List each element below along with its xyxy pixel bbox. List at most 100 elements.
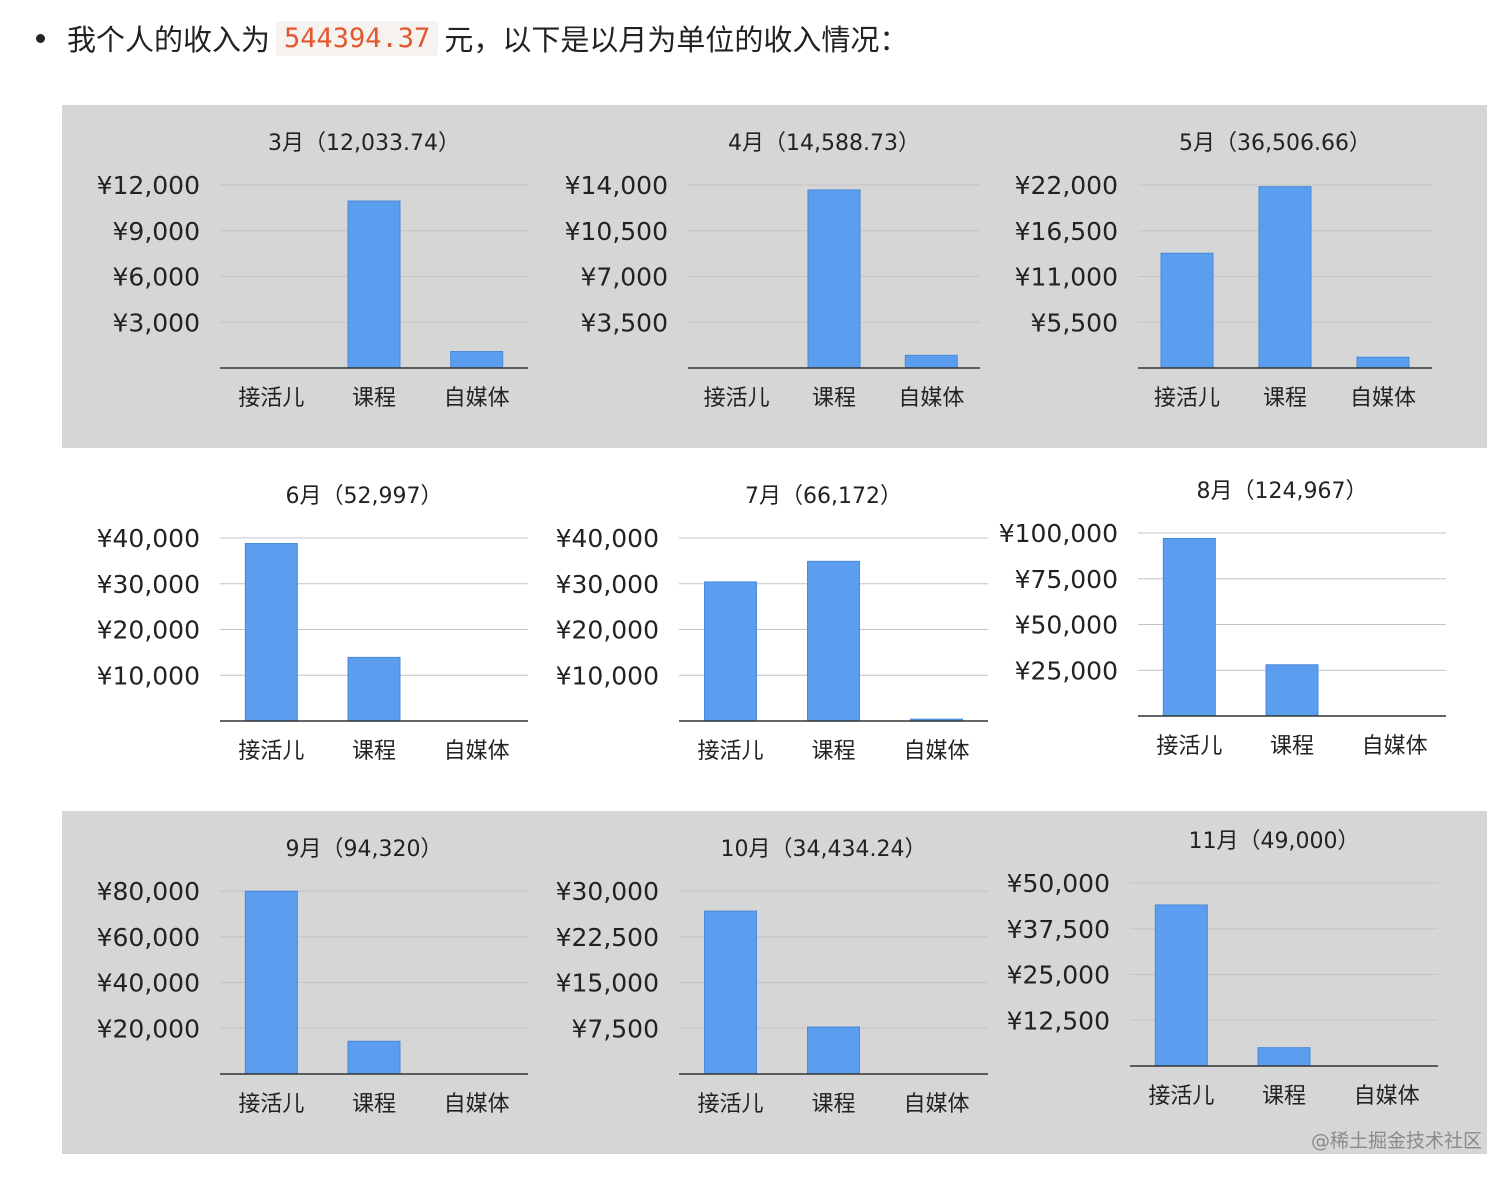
y-tick-label: ¥37,500: [1007, 915, 1110, 944]
y-tick-label: ¥16,500: [1015, 217, 1118, 246]
x-tick-label: 接活儿: [704, 386, 770, 411]
y-tick-label: ¥50,000: [1015, 611, 1118, 640]
y-tick-label: ¥25,000: [1015, 656, 1118, 685]
y-tick-label: ¥40,000: [97, 524, 200, 553]
x-tick-label: 自媒体: [903, 1092, 969, 1117]
bar-课程: [347, 656, 401, 722]
y-tick-label: ¥22,500: [556, 923, 659, 952]
y-tick-label: ¥20,000: [556, 616, 659, 645]
x-tick-label: 课程: [1262, 1084, 1306, 1109]
bar-课程: [1257, 1047, 1311, 1067]
bar-接活儿: [244, 542, 298, 722]
income-amount: 544394.37: [276, 20, 439, 56]
y-tick-label: ¥7,000: [581, 263, 668, 292]
x-tick-label: 自媒体: [444, 1092, 510, 1117]
bar-chart-3: 5月（36,506.66） ¥22,000 ¥16,500 ¥11,000 ¥5,500…: [1010, 120, 1442, 418]
bar-自媒体: [1356, 356, 1410, 369]
bar-接活儿: [704, 910, 757, 1075]
y-tick-label: ¥12,000: [97, 171, 200, 200]
chart-title: 10月（34,434.24）: [721, 837, 927, 862]
x-tick-label: 课程: [812, 386, 856, 411]
y-tick-label: ¥3,000: [113, 308, 200, 337]
x-tick-label: 自媒体: [444, 739, 510, 764]
y-tick-label: ¥30,000: [97, 570, 200, 599]
bar-chart-svg: 5月（36,506.66） ¥22,000 ¥16,500 ¥11,000 ¥5,500…: [1015, 131, 1432, 411]
x-tick-label: 接活儿: [238, 739, 304, 764]
x-tick-label: 自媒体: [444, 386, 510, 411]
bar-chart-6: 8月（124,967） ¥100,000 ¥75,000 ¥50,000 ¥25,000…: [999, 468, 1456, 766]
bar-chart-1: 3月（12,033.74） ¥12,000 ¥9,000 ¥6,000 ¥3,000 接活…: [95, 120, 538, 418]
bar-自媒体: [450, 351, 504, 369]
bar-课程: [1258, 186, 1312, 369]
bar-chart-svg: 3月（12,033.74） ¥12,000 ¥9,000 ¥6,000 ¥3,000 接活…: [97, 131, 528, 411]
x-tick-label: 课程: [811, 1092, 855, 1117]
chart-title: 11月（49,000）: [1189, 829, 1360, 854]
bar-chart-svg: 7月（66,172） ¥40,000 ¥30,000 ¥20,000 ¥10,000 接活…: [556, 484, 988, 764]
bar-chart-svg: 4月（14,588.73） ¥14,000 ¥10,500 ¥7,000 ¥3,500 接…: [565, 131, 980, 411]
x-tick-label: 课程: [352, 386, 396, 411]
bar-接活儿: [1154, 904, 1208, 1067]
y-tick-label: ¥11,000: [1015, 263, 1118, 292]
y-tick-label: ¥6,000: [113, 263, 200, 292]
chart-title: 3月（12,033.74）: [268, 131, 460, 156]
bar-chart-2: 4月（14,588.73） ¥14,000 ¥10,500 ¥7,000 ¥3,500 接…: [560, 120, 990, 418]
x-tick-label: 接活儿: [1148, 1084, 1214, 1109]
y-tick-label: ¥80,000: [97, 877, 200, 906]
y-tick-label: ¥30,000: [556, 570, 659, 599]
x-tick-label: 课程: [352, 1092, 396, 1117]
y-tick-label: ¥22,000: [1015, 171, 1118, 200]
y-tick-label: ¥12,500: [1007, 1006, 1110, 1035]
y-tick-label: ¥10,000: [556, 661, 659, 690]
intro-line: 我个人的收入为 544394.37 元，以下是以月为单位的收入情况：: [30, 14, 908, 62]
intro-suffix: 元，以下是以月为单位的收入情况：: [444, 23, 909, 57]
y-tick-label: ¥10,500: [565, 217, 668, 246]
bar-chart-9: 11月（49,000） ¥50,000 ¥37,500 ¥25,000 ¥12,500 接…: [1000, 818, 1448, 1116]
chart-title: 9月（94,320）: [286, 837, 443, 862]
bar-chart-svg: 9月（94,320） ¥80,000 ¥60,000 ¥40,000 ¥20,000 接活…: [97, 837, 528, 1117]
bar-chart-5: 7月（66,172） ¥40,000 ¥30,000 ¥20,000 ¥10,000 接活…: [555, 473, 998, 771]
bar-chart-7: 9月（94,320） ¥80,000 ¥60,000 ¥40,000 ¥20,000 接活…: [95, 826, 538, 1124]
y-tick-label: ¥75,000: [1015, 565, 1118, 594]
bar-chart-4: 6月（52,997） ¥40,000 ¥30,000 ¥20,000 ¥10,000 接活…: [95, 473, 538, 771]
x-tick-label: 自媒体: [1350, 386, 1416, 411]
y-tick-label: ¥40,000: [556, 524, 659, 553]
x-tick-label: 接活儿: [1154, 386, 1220, 411]
y-tick-label: ¥25,000: [1007, 961, 1110, 990]
bar-chart-svg: 8月（124,967） ¥100,000 ¥75,000 ¥50,000 ¥25,000…: [999, 479, 1446, 759]
bar-chart-svg: 6月（52,997） ¥40,000 ¥30,000 ¥20,000 ¥10,000 接活…: [97, 484, 528, 764]
y-tick-label: ¥5,500: [1031, 308, 1118, 337]
bar-接活儿: [244, 890, 298, 1075]
y-tick-label: ¥7,500: [572, 1014, 659, 1043]
y-tick-label: ¥20,000: [97, 616, 200, 645]
bar-chart-svg: 10月（34,434.24） ¥30,000 ¥22,500 ¥15,000 ¥7,50…: [556, 837, 988, 1117]
bar-课程: [1265, 664, 1319, 717]
intro-prefix: 我个人的收入为: [67, 23, 271, 57]
chart-title: 8月（124,967）: [1197, 479, 1368, 504]
x-tick-label: 接活儿: [697, 739, 763, 764]
bar-接活儿: [704, 581, 757, 722]
bar-课程: [347, 1040, 401, 1075]
y-tick-label: ¥15,000: [556, 969, 659, 998]
x-tick-label: 课程: [1270, 734, 1314, 759]
x-tick-label: 接活儿: [238, 1092, 304, 1117]
bar-课程: [347, 200, 401, 369]
bar-接活儿: [1160, 252, 1214, 369]
bar-接活儿: [1162, 537, 1216, 717]
y-tick-label: ¥20,000: [97, 1014, 200, 1043]
y-tick-label: ¥40,000: [97, 969, 200, 998]
y-tick-label: ¥10,000: [97, 661, 200, 690]
x-tick-label: 接活儿: [697, 1092, 763, 1117]
x-tick-label: 自媒体: [1354, 1084, 1420, 1109]
bar-课程: [807, 560, 860, 722]
y-tick-label: ¥100,000: [999, 519, 1118, 548]
bar-chart-8: 10月（34,434.24） ¥30,000 ¥22,500 ¥15,000 ¥7,50…: [555, 826, 998, 1124]
y-tick-label: ¥30,000: [556, 877, 659, 906]
x-tick-label: 自媒体: [898, 386, 964, 411]
y-tick-label: ¥14,000: [565, 171, 668, 200]
watermark: @稀土掘金技术社区: [1310, 1130, 1482, 1152]
x-tick-label: 课程: [352, 739, 396, 764]
x-tick-label: 接活儿: [1156, 734, 1222, 759]
bar-课程: [807, 189, 861, 369]
chart-title: 5月（36,506.66）: [1179, 131, 1371, 156]
y-tick-label: ¥60,000: [97, 923, 200, 952]
